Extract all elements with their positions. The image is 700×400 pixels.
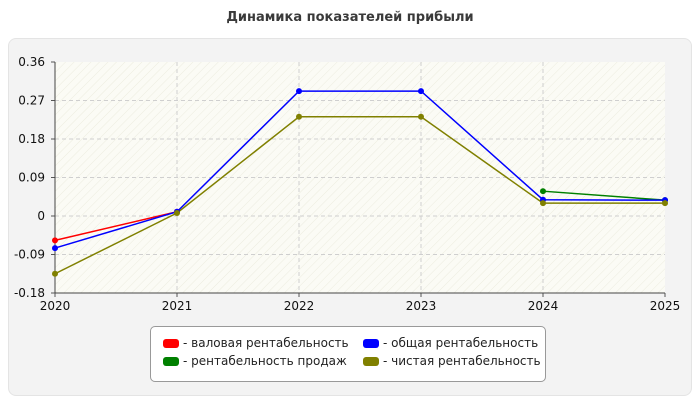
x-tick-label: 2025 (650, 299, 681, 313)
series-point-2 (540, 188, 546, 195)
legend-swatch-gross-margin (163, 338, 179, 348)
series-line-0 (54, 210, 178, 242)
series-point-3 (296, 113, 302, 120)
x-tick-label: 2021 (162, 299, 193, 313)
legend-item-sales-margin: - рентабельность продаж (163, 354, 347, 368)
chart-title: Динамика показателей прибыли (226, 10, 474, 25)
series-point-3 (540, 200, 546, 207)
x-tick-label: 2024 (528, 299, 559, 313)
y-tick-label: 0.36 (18, 55, 45, 69)
series-point-3 (52, 270, 58, 277)
legend-label-gross-margin: - валовая рентабельность (183, 336, 349, 350)
legend-item-total-margin: - общая рентабельность (363, 336, 538, 350)
series-point-3 (662, 200, 668, 207)
legend-item-net-margin: - чистая рентабельность (363, 354, 541, 368)
x-tick-label: 2023 (406, 299, 437, 313)
y-tick-label: -0.18 (14, 286, 45, 300)
y-tick-label: 0.18 (18, 132, 45, 146)
legend-swatch-sales-margin (163, 356, 179, 366)
series-line-3 (54, 116, 665, 275)
series-point-3 (174, 210, 180, 217)
legend-label-total-margin: - общая рентабельность (383, 336, 539, 350)
series-point-1 (52, 245, 58, 252)
legend-label-net-margin: - чистая рентабельность (383, 354, 541, 368)
series-point-1 (418, 88, 424, 95)
series-line-1 (54, 90, 666, 249)
legend: - валовая рентабельность - общая рентабе… (150, 326, 546, 382)
legend-swatch-net-margin (363, 356, 379, 366)
x-tick-label: 2022 (284, 299, 315, 313)
legend-swatch-total-margin (363, 338, 379, 348)
y-tick-label: 0.27 (18, 94, 45, 108)
series-line-2 (542, 190, 666, 201)
y-tick-label: 0 (37, 209, 45, 223)
x-tick-label: 2020 (40, 299, 71, 313)
y-tick-label: 0.09 (18, 171, 45, 185)
legend-label-sales-margin: - рентабельность продаж (183, 354, 347, 368)
legend-item-gross-margin: - валовая рентабельность (163, 336, 349, 350)
y-tick-label: -0.09 (14, 248, 45, 262)
series-point-3 (418, 113, 424, 120)
series-point-0 (52, 237, 58, 244)
series-point-1 (296, 88, 302, 95)
